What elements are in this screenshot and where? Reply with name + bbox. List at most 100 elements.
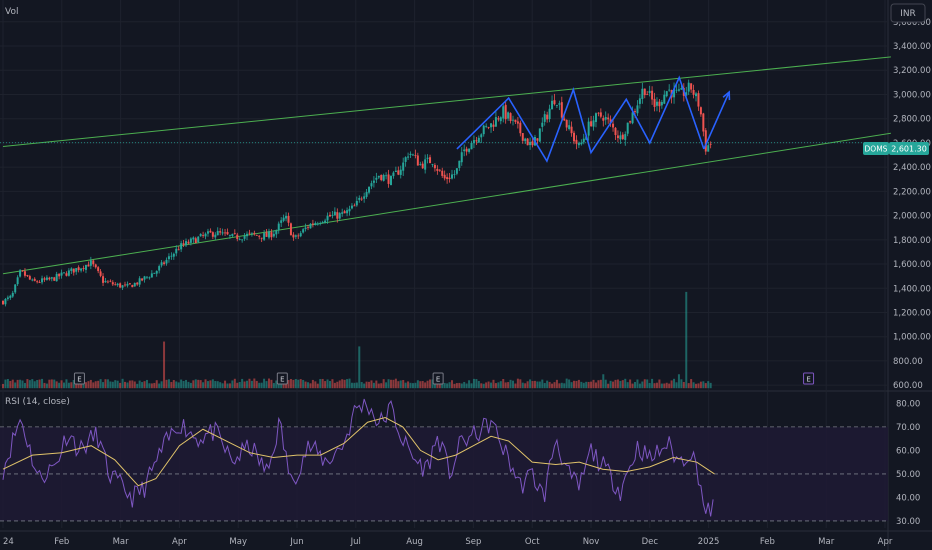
candle-body [99, 271, 102, 276]
volume-bar [494, 383, 497, 389]
candle-body [514, 119, 517, 122]
volume-bar [177, 382, 180, 389]
volume-bar [143, 381, 146, 389]
candle-body [646, 94, 649, 96]
candle-body [453, 174, 456, 175]
volume-bar [436, 382, 439, 389]
volume-bar [526, 381, 529, 389]
candle-body [350, 205, 353, 209]
candle-body [524, 138, 527, 142]
volume-bar [67, 382, 70, 389]
candle-body [626, 122, 629, 134]
earnings-marker-box [803, 372, 815, 385]
candle-body [231, 233, 234, 237]
candle-body [529, 142, 532, 146]
zigzag-pattern[interactable] [456, 75, 731, 163]
volume-bar [509, 379, 512, 389]
candle-body [138, 278, 141, 285]
candle-body [697, 93, 700, 107]
candle-body [538, 128, 541, 142]
volume-bar [402, 380, 405, 389]
volume-bar [150, 383, 153, 389]
volume-bar [651, 378, 654, 389]
earnings-marker[interactable]: E [803, 372, 815, 385]
candle-body [226, 231, 229, 235]
candle-body [643, 88, 646, 96]
candle-body [465, 148, 468, 152]
candle-body [414, 154, 417, 156]
volume-bar [626, 382, 629, 389]
candle-body [599, 112, 602, 117]
earnings-marker[interactable]: E [432, 372, 444, 385]
earnings-marker-label: E [436, 376, 440, 384]
candle-body [43, 278, 46, 280]
candle-body [133, 282, 136, 287]
candle-body [509, 113, 512, 122]
candle-body [492, 124, 495, 127]
volume-bar [704, 383, 707, 389]
volume-bar [219, 382, 222, 389]
trend-channel[interactable] [0, 56, 891, 275]
candle-body [570, 126, 573, 134]
volume-bar [429, 379, 432, 389]
candle-body [297, 235, 300, 237]
candle-body [316, 223, 319, 225]
candle-body [260, 237, 263, 239]
volume-bar [280, 381, 283, 389]
candle-body [246, 233, 249, 237]
candle-body [380, 174, 383, 181]
volume-bar [202, 382, 205, 389]
volume-bar [189, 382, 192, 389]
candle-body [199, 233, 202, 237]
volume-bar [285, 383, 288, 389]
candle-body [209, 230, 212, 233]
volume-bar [663, 383, 666, 389]
currency-button[interactable]: INR [890, 3, 926, 23]
candle-body [265, 232, 268, 237]
volume-bar [612, 381, 615, 389]
candle-body [411, 154, 414, 156]
candle-body [385, 175, 388, 177]
earnings-marker[interactable]: E [73, 372, 85, 385]
volume-bar [214, 381, 217, 389]
candle-body [470, 142, 473, 150]
volume-bar [697, 383, 700, 389]
volume-bar [536, 381, 539, 389]
time-tick-label: Aug [406, 537, 423, 547]
candle-body [233, 233, 236, 234]
candle-body [577, 143, 580, 146]
volume-bar [475, 379, 478, 389]
volume-bar [172, 380, 175, 389]
candle-body [358, 197, 361, 200]
volume-bar [638, 383, 641, 389]
volume-bar [114, 380, 117, 389]
time-tick-label: Jul [350, 537, 361, 547]
volume-bar [14, 382, 17, 389]
candle-body [621, 134, 624, 140]
candle-body [389, 176, 392, 186]
volume-bar [19, 379, 22, 389]
candle-body [512, 119, 515, 121]
volume-bar [446, 383, 449, 389]
volume-bar [53, 379, 56, 389]
volume-bar [677, 374, 680, 389]
earnings-marker[interactable]: E [276, 372, 288, 385]
candle-body [282, 217, 285, 221]
volume-bar [575, 380, 578, 389]
candle-body [331, 214, 334, 216]
volume-bar [111, 381, 114, 389]
channel-lower-line [2, 132, 891, 275]
volume-bar [209, 380, 212, 389]
volume-bar [102, 382, 105, 389]
volume-bar [309, 383, 312, 389]
volume-bar [353, 382, 356, 389]
candle-body [243, 235, 246, 239]
candle-body [477, 137, 480, 143]
volume-bar [299, 379, 302, 389]
volume-bar [614, 379, 617, 389]
candle-body [487, 126, 490, 128]
candle-body [167, 256, 170, 260]
candle-body [394, 170, 397, 172]
